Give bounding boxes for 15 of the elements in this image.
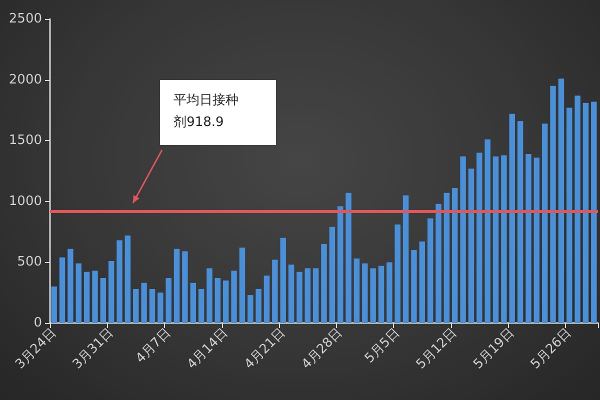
x-tick-label: 4月28日 (299, 326, 346, 372)
y-tick-label: 2000 (8, 72, 42, 88)
x-tick-label: 3月31日 (70, 326, 117, 372)
x-tick-label: 4月14日 (184, 326, 232, 372)
y-tick-label: 1000 (8, 194, 42, 209)
x-tick-label: 4月7日 (133, 326, 174, 366)
y-tick-label: 2500 (8, 12, 42, 26)
y-tick-label: 1500 (8, 133, 42, 148)
x-tick-label: 5月12日 (414, 326, 460, 372)
y-tick-label: 500 (17, 254, 42, 270)
annotation: 平均日接种剂918.9 (174, 92, 239, 130)
x-tick-label: 5月26日 (528, 326, 575, 372)
x-tick-label: 5月19日 (470, 326, 518, 372)
x-tick-label: 4月21日 (242, 326, 288, 372)
x-tick-label: 5月5日 (362, 326, 403, 366)
